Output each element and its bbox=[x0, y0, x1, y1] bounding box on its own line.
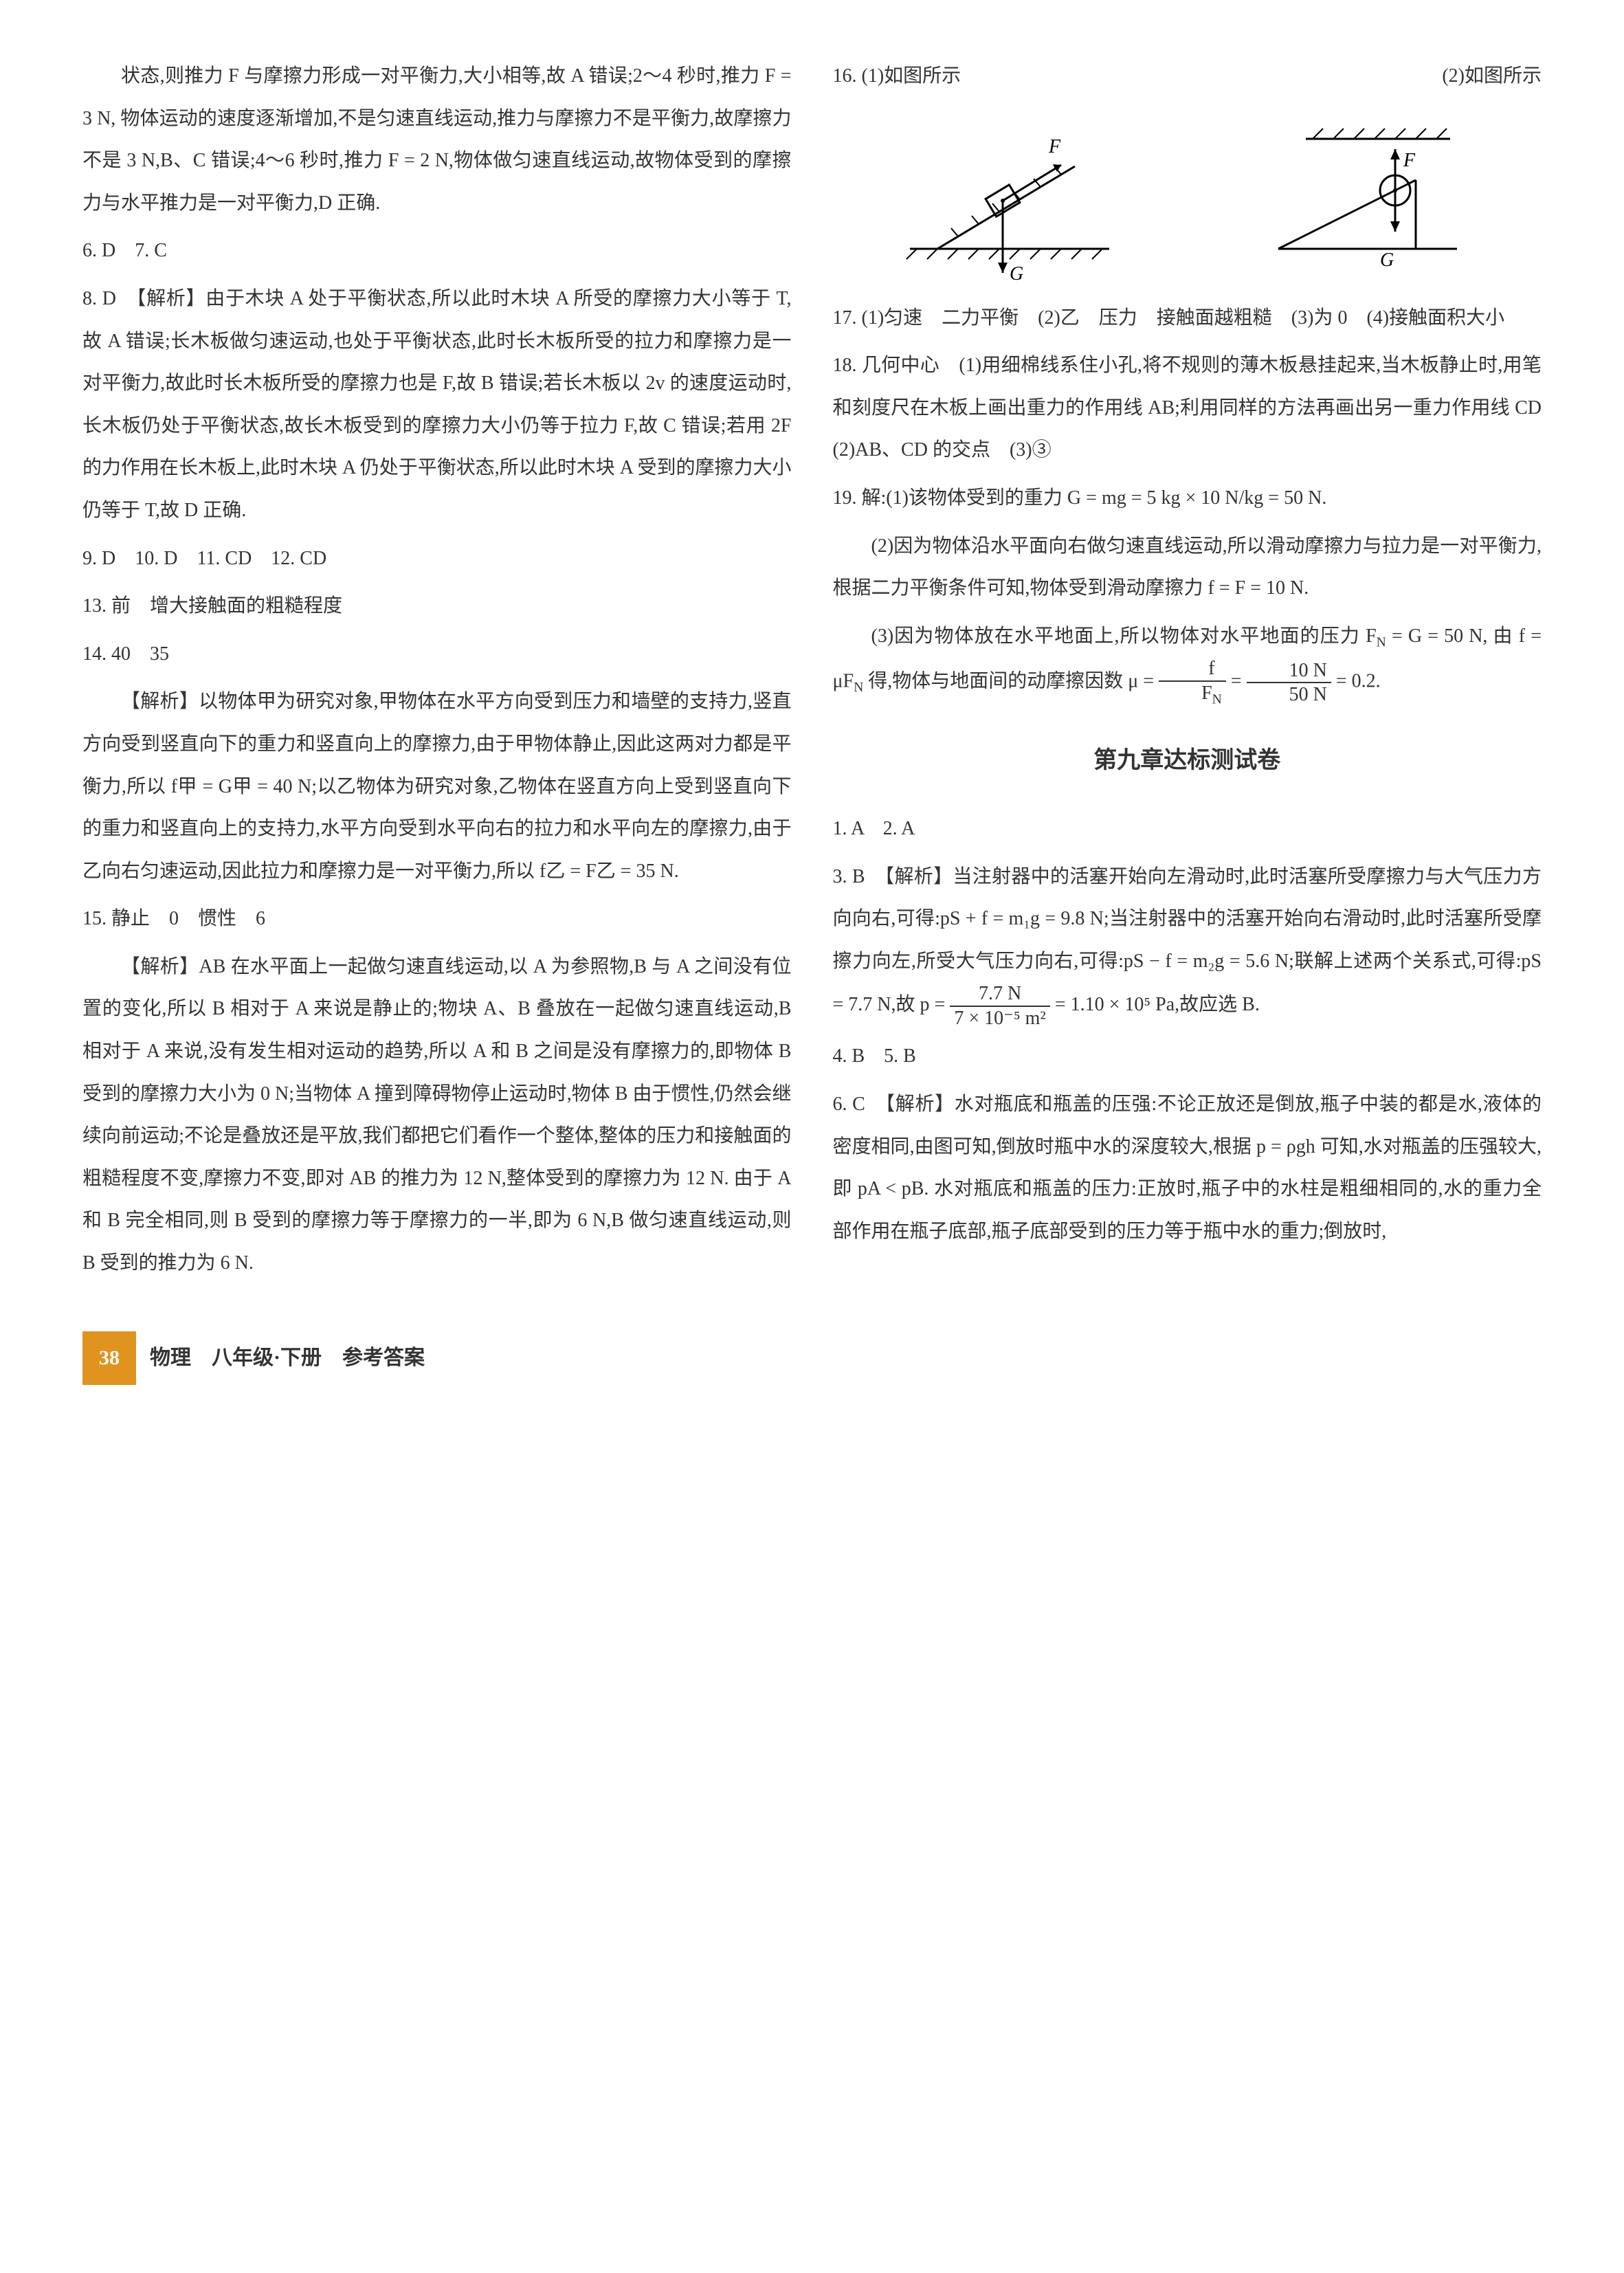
numerator: f bbox=[1159, 657, 1226, 682]
label-G: G bbox=[1010, 263, 1023, 283]
denominator: 50 N bbox=[1247, 683, 1331, 707]
q16-label-b: (2)如图所示 bbox=[1442, 55, 1542, 98]
label-F: F bbox=[1403, 150, 1416, 171]
label-F: F bbox=[1048, 136, 1061, 157]
answer-item: 1. A 2. A bbox=[833, 808, 1542, 850]
answer-item: 4. B 5. B bbox=[833, 1035, 1542, 1078]
sub: N bbox=[1377, 635, 1386, 650]
answer-item: (3)因为物体放在水平地面上,所以物体对水平地面的压力 FN = G = 50 … bbox=[833, 615, 1542, 708]
answer-item: 18. 几何中心 (1)用细棉线系住小孔,将不规则的薄木板悬挂起来,当木板静止时… bbox=[833, 344, 1542, 472]
denominator: FN bbox=[1159, 682, 1226, 708]
answer-item: 8. D 【解析】由于木块 A 处于平衡状态,所以此时木块 A 所受的摩擦力大小… bbox=[82, 278, 792, 532]
footer-text: 物理 八年级·下册 参考答案 bbox=[150, 1335, 425, 1381]
numerator: 7.7 N bbox=[950, 982, 1050, 1007]
paragraph: 状态,则推力 F 与摩擦力形成一对平衡力,大小相等,故 A 错误;2～4 秒时,… bbox=[82, 55, 792, 224]
analysis-text: 【解析】AB 在水平面上一起做匀速直线运动,以 A 为参照物,B 与 A 之间没… bbox=[82, 946, 792, 1285]
denominator: 7 × 10⁻⁵ m² bbox=[950, 1007, 1050, 1030]
answer-item: (2)因为物体沿水平面向右做匀速直线运动,所以滑动摩擦力与拉力是一对平衡力,根据… bbox=[833, 525, 1542, 610]
fraction: 7.7 N 7 × 10⁻⁵ m² bbox=[950, 982, 1050, 1030]
diagram-2: F G bbox=[1244, 111, 1484, 283]
answer-item: 9. D 10. D 11. CD 12. CD bbox=[82, 537, 792, 580]
label-G: G bbox=[1380, 250, 1394, 271]
answer-item: 14. 40 35 bbox=[82, 633, 792, 676]
analysis-text: 【解析】以物体甲为研究对象,甲物体在水平方向受到压力和墙壁的支持力,竖直方向受到… bbox=[82, 680, 792, 892]
fraction: f FN bbox=[1159, 657, 1226, 708]
diagrams-row: F G F bbox=[833, 111, 1542, 283]
numerator: 10 N bbox=[1247, 659, 1331, 684]
answer-item: 6. D 7. C bbox=[82, 230, 792, 272]
q16-label-a: 16. (1)如图所示 bbox=[833, 55, 961, 98]
answer-item: 17. (1)匀速 二力平衡 (2)乙 压力 接触面越粗糙 (3)为 0 (4)… bbox=[833, 297, 1542, 340]
answer-item: 6. C 【解析】水对瓶底和瓶盖的压强:不论正放还是倒放,瓶子中装的都是水,液体… bbox=[833, 1083, 1542, 1252]
text: = 0.2. bbox=[1336, 671, 1381, 692]
answer-item: 13. 前 增大接触面的粗糙程度 bbox=[82, 585, 792, 628]
text: (3)因为物体放在水平地面上,所以物体对水平地面的压力 F bbox=[871, 625, 1377, 647]
answer-item: 3. B 【解析】当注射器中的活塞开始向左滑动时,此时活塞所受摩擦力与大气压力方… bbox=[833, 856, 1542, 1030]
q16-header: 16. (1)如图所示 (2)如图所示 bbox=[833, 55, 1542, 98]
answer-item: 15. 静止 0 惯性 6 bbox=[82, 898, 792, 940]
fraction: 10 N 50 N bbox=[1247, 659, 1331, 707]
text: = bbox=[1231, 671, 1247, 692]
answer-item: 19. 解:(1)该物体受到的重力 G = mg = 5 kg × 10 N/k… bbox=[833, 477, 1542, 520]
right-column: 16. (1)如图所示 (2)如图所示 bbox=[833, 55, 1542, 1290]
sub: N bbox=[854, 680, 863, 695]
page-footer: 38 物理 八年级·下册 参考答案 bbox=[82, 1331, 1542, 1385]
text: 3. B 【解析】当注射器中的活塞开始向左滑动时,此时活塞所受摩擦力与大气压力方… bbox=[833, 866, 1542, 1016]
text: 得,物体与地面间的动摩擦因数 μ = bbox=[868, 671, 1159, 692]
section-title: 第九章达标测试卷 bbox=[833, 735, 1542, 787]
diagram-1: F G bbox=[889, 111, 1130, 283]
page-number: 38 bbox=[82, 1331, 136, 1385]
left-column: 状态,则推力 F 与摩擦力形成一对平衡力,大小相等,故 A 错误;2～4 秒时,… bbox=[82, 55, 792, 1290]
text: = 1.10 × 10⁵ Pa,故应选 B. bbox=[1055, 994, 1260, 1015]
